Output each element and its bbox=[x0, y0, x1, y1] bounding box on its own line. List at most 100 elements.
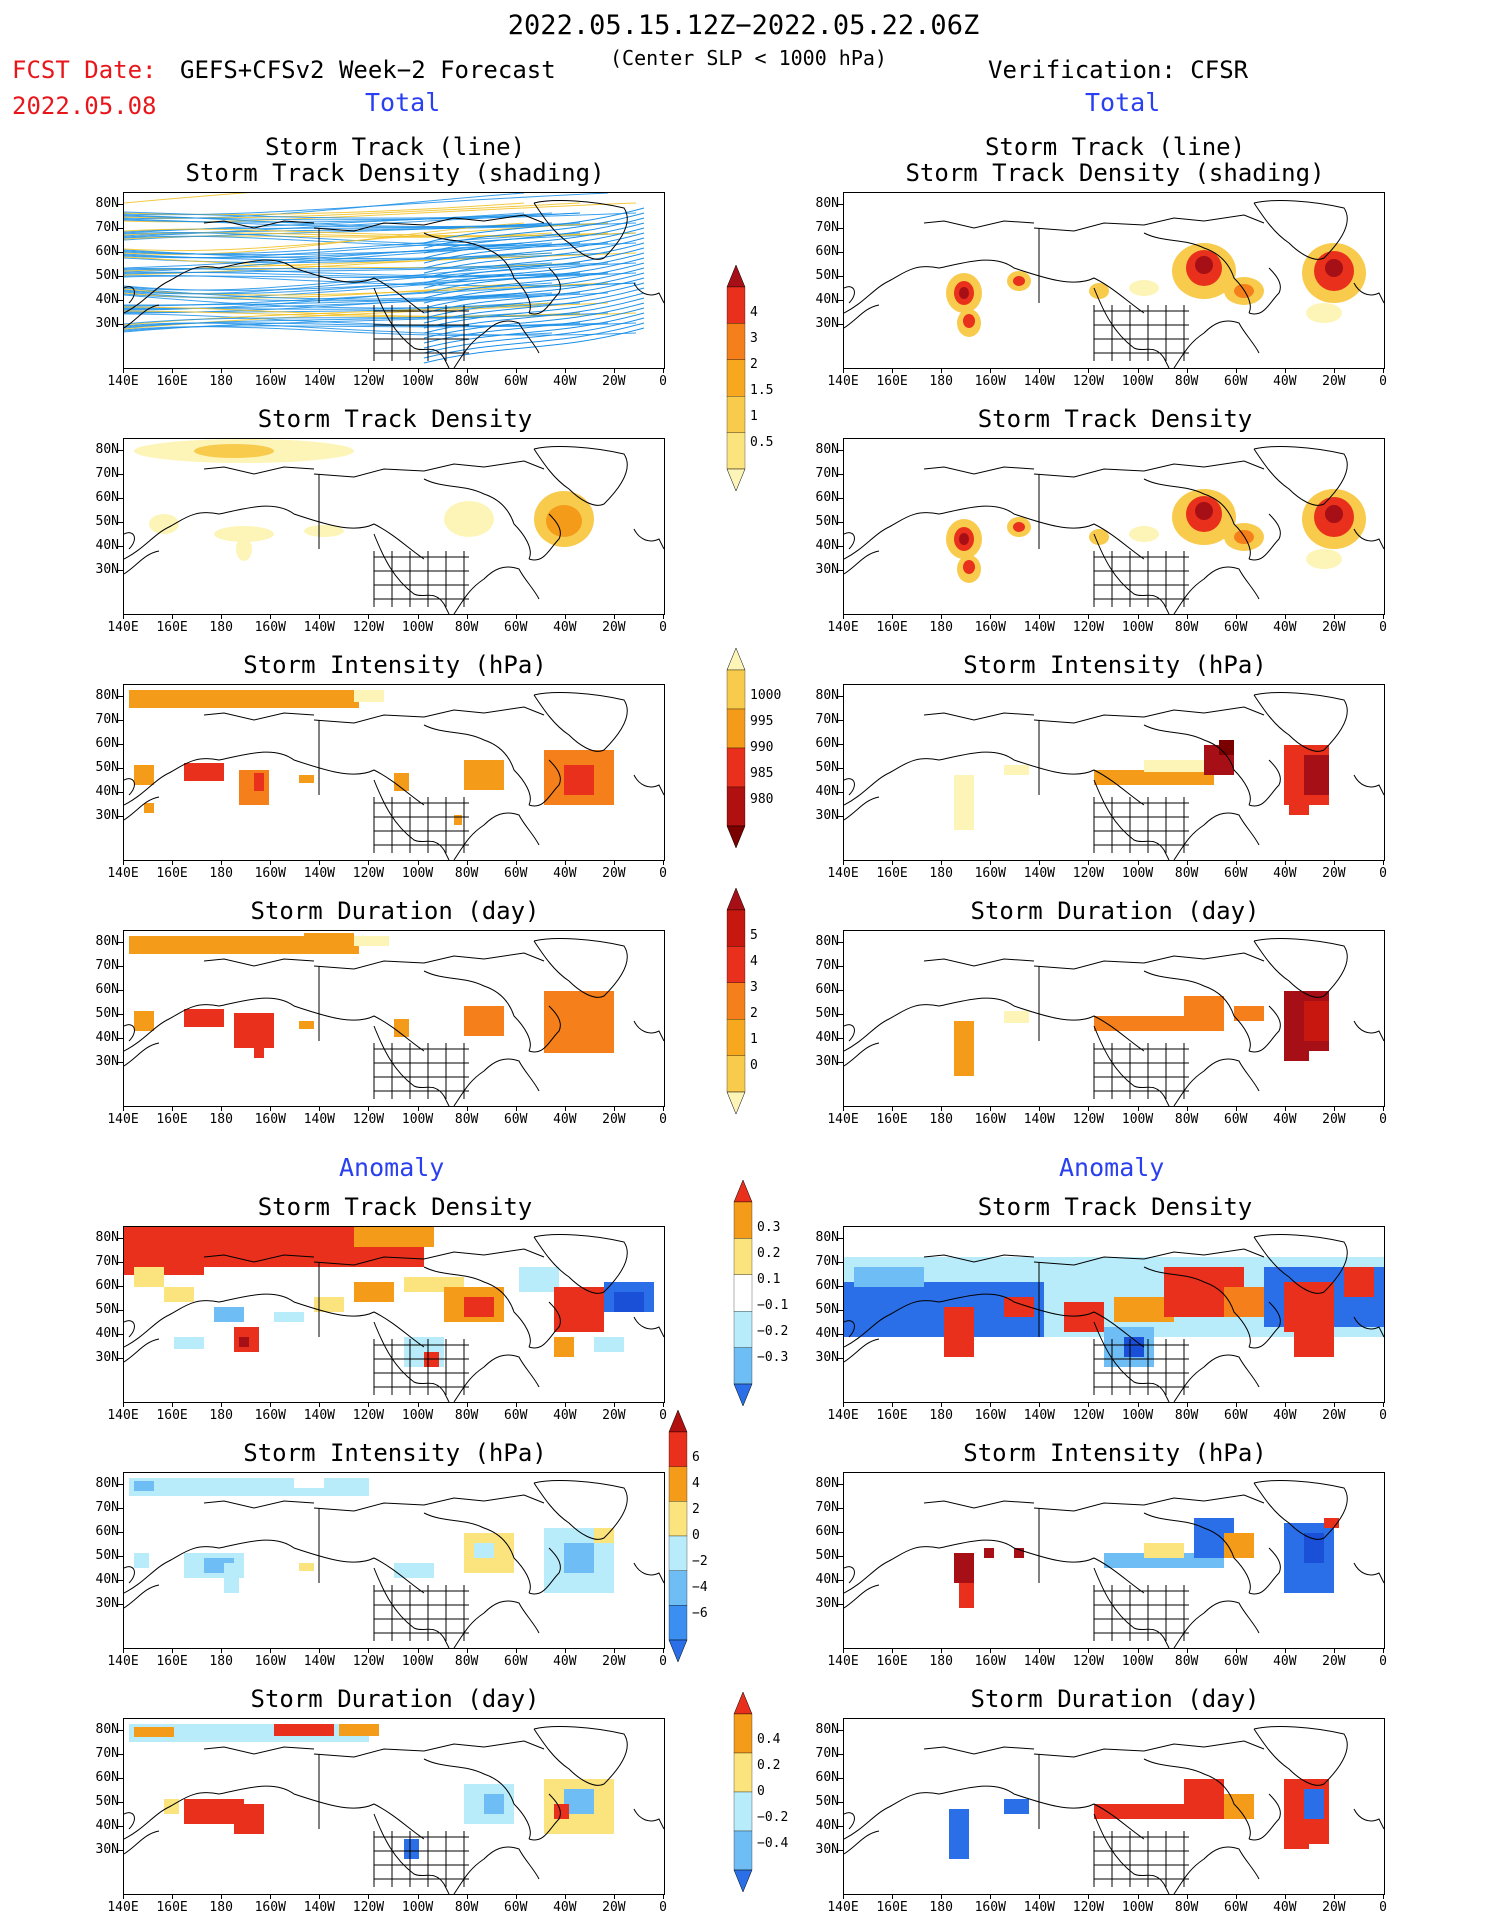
lat-tick-label: 30N bbox=[95, 1350, 119, 1365]
lon-tick-label: 160W bbox=[254, 620, 286, 635]
lon-tick-label: 60W bbox=[503, 1112, 528, 1127]
lon-tick-label: 60W bbox=[1223, 1654, 1248, 1669]
lon-tick-label: 120W bbox=[1072, 620, 1105, 635]
lon-tick-label: 140W bbox=[303, 374, 336, 389]
lat-tick-label: 40N bbox=[815, 1572, 839, 1587]
colorbar-anom-density: 0.3 0.2 0.1 −0.1 −0.2 −0.3 bbox=[733, 1179, 788, 1410]
lon-tick-label: 120W bbox=[352, 620, 385, 635]
lon-tick-label: 20W bbox=[1322, 866, 1346, 881]
lat-tick-label: 80N bbox=[95, 442, 119, 457]
map-anom-intensity-verification bbox=[843, 1472, 1385, 1649]
lon-tick-label: 100W bbox=[401, 1112, 434, 1127]
colorbar-anom-intensity: 6 4 2 0 −2 −4 −6 bbox=[668, 1409, 708, 1666]
lat-tick-label: 40N bbox=[95, 1326, 119, 1341]
title-intensity-right: Storm Intensity (hPa) bbox=[963, 651, 1267, 679]
lat-tick-label: 50N bbox=[95, 514, 119, 529]
title-duration-left: Storm Duration (day) bbox=[250, 897, 540, 925]
lon-tick-label: 60W bbox=[1223, 374, 1248, 389]
map-anom-density-verification bbox=[843, 1226, 1385, 1403]
colorbar-tick-label: 3 bbox=[750, 331, 758, 346]
lon-tick-label: 140E bbox=[827, 620, 859, 635]
colorbar-tick-label: 1 bbox=[750, 1032, 758, 1047]
lat-tick-label: 40N bbox=[95, 1030, 119, 1045]
lat-tick-label: 40N bbox=[815, 784, 839, 799]
lat-tick-label: 40N bbox=[815, 538, 839, 553]
lon-tick-label: 0 bbox=[1379, 1900, 1387, 1915]
lon-tick-label: 160E bbox=[876, 620, 908, 635]
lon-tick-label: 140W bbox=[303, 1654, 336, 1669]
colorbar-tick-label: −6 bbox=[692, 1606, 708, 1621]
lon-tick-label: 100W bbox=[401, 1408, 434, 1423]
lon-tick-label: 160W bbox=[974, 1900, 1006, 1915]
lon-tick-label: 20W bbox=[602, 1900, 626, 1915]
title-track-line-left: Storm Track (line) bbox=[264, 133, 526, 161]
lon-tick-label: 140W bbox=[303, 1408, 336, 1423]
colorbar-tick-label: 1.5 bbox=[750, 383, 774, 398]
title-track-shading-right: Storm Track Density (shading) bbox=[905, 159, 1325, 187]
lat-tick-label: 40N bbox=[95, 292, 119, 307]
lat-tick-label: 30N bbox=[815, 808, 839, 823]
lon-tick-label: 160W bbox=[974, 1654, 1006, 1669]
lat-tick-label: 70N bbox=[95, 958, 119, 973]
lat-tick-label: 50N bbox=[815, 760, 839, 775]
lon-tick-label: 100W bbox=[1121, 866, 1154, 881]
lat-tick-label: 50N bbox=[815, 1794, 839, 1809]
lon-tick-label: 40W bbox=[1273, 1654, 1297, 1669]
lon-tick-label: 40W bbox=[1273, 1900, 1297, 1915]
lon-tick-label: 20W bbox=[1322, 1654, 1346, 1669]
title-density-left: Storm Track Density bbox=[257, 405, 533, 433]
lat-tick-label: 70N bbox=[95, 1500, 119, 1515]
lon-tick-label: 180 bbox=[929, 374, 953, 389]
colorbar-tick-label: 0 bbox=[750, 1058, 758, 1073]
lon-tick-label: 20W bbox=[602, 1654, 626, 1669]
lat-tick-label: 80N bbox=[815, 196, 839, 211]
lat-tick-label: 30N bbox=[95, 562, 119, 577]
colorbar-tick-label: 4 bbox=[750, 954, 758, 969]
lon-tick-label: 180 bbox=[929, 1112, 953, 1127]
lon-tick-label: 60W bbox=[1223, 1112, 1248, 1127]
lat-tick-label: 50N bbox=[815, 1302, 839, 1317]
map-anom-density-forecast bbox=[123, 1226, 665, 1403]
lat-tick-label: 30N bbox=[815, 1596, 839, 1611]
lon-tick-label: 80W bbox=[454, 1654, 479, 1669]
colorbar-tick-label: −0.3 bbox=[757, 1350, 789, 1365]
lat-tick-label: 70N bbox=[815, 1746, 839, 1761]
colorbar-tick-label: −0.4 bbox=[757, 1836, 789, 1851]
lon-tick-label: 40W bbox=[553, 1408, 577, 1423]
lon-tick-label: 120W bbox=[1072, 1654, 1105, 1669]
lon-tick-label: 160E bbox=[156, 1408, 188, 1423]
lon-tick-label: 40W bbox=[553, 1654, 577, 1669]
lon-tick-label: 180 bbox=[929, 866, 953, 881]
section-anomaly-left: Anomaly bbox=[339, 1153, 445, 1182]
lon-tick-label: 160W bbox=[254, 1654, 286, 1669]
lat-tick-label: 70N bbox=[95, 1254, 119, 1269]
lat-tick-label: 60N bbox=[95, 982, 119, 997]
lon-tick-label: 140W bbox=[1023, 1112, 1056, 1127]
lon-tick-label: 160E bbox=[156, 374, 188, 389]
fcst-label: FCST Date: bbox=[12, 56, 157, 84]
lon-tick-label: 120W bbox=[1072, 1408, 1105, 1423]
product-label: GEFS+CFSv2 Week−2 Forecast bbox=[180, 56, 556, 84]
lat-tick-label: 50N bbox=[815, 514, 839, 529]
lon-tick-label: 80W bbox=[1174, 1900, 1199, 1915]
lat-tick-label: 40N bbox=[815, 292, 839, 307]
lon-tick-label: 40W bbox=[553, 620, 577, 635]
lon-tick-label: 100W bbox=[1121, 1654, 1154, 1669]
colorbar-duration: 5 4 3 2 1 0 bbox=[726, 887, 758, 1118]
lat-tick-label: 60N bbox=[815, 982, 839, 997]
lon-tick-label: 160E bbox=[876, 1408, 908, 1423]
lat-tick-label: 50N bbox=[815, 1548, 839, 1563]
colorbar-tick-label: 0.2 bbox=[757, 1758, 781, 1773]
colorbar-tick-label: 980 bbox=[750, 792, 774, 807]
lat-tick-label: 60N bbox=[815, 1278, 839, 1293]
lon-tick-label: 120W bbox=[1072, 1112, 1105, 1127]
lon-tick-label: 40W bbox=[1273, 620, 1297, 635]
lat-tick-label: 40N bbox=[95, 538, 119, 553]
lon-tick-label: 0 bbox=[659, 1112, 667, 1127]
lat-tick-label: 50N bbox=[95, 1302, 119, 1317]
map-storm-track-forecast bbox=[123, 192, 665, 369]
lon-tick-label: 100W bbox=[1121, 1112, 1154, 1127]
colorbar-tick-label: 0 bbox=[757, 1784, 765, 1799]
lon-tick-label: 40W bbox=[553, 1900, 577, 1915]
lon-tick-label: 120W bbox=[352, 374, 385, 389]
